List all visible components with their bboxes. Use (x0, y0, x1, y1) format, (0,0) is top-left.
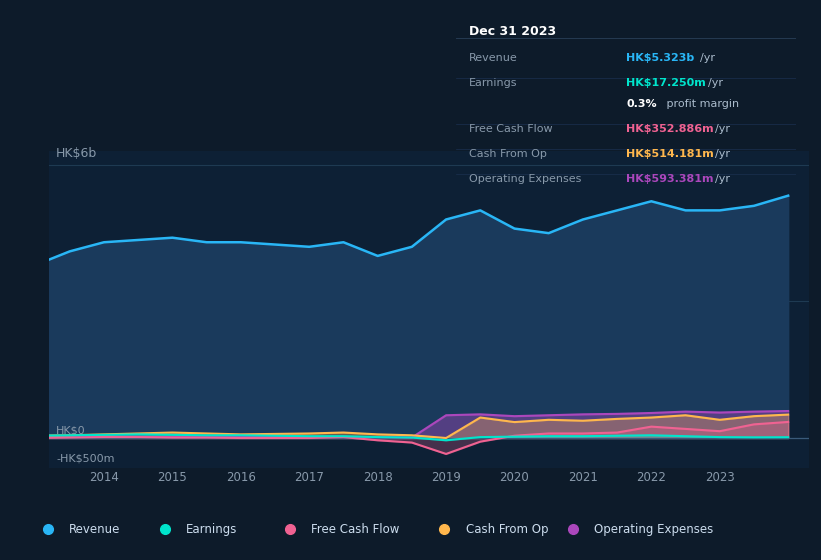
Text: Operating Expenses: Operating Expenses (594, 522, 713, 536)
Text: /yr: /yr (700, 53, 715, 63)
Text: Free Cash Flow: Free Cash Flow (311, 522, 399, 536)
Text: HK$593.381m: HK$593.381m (626, 174, 713, 184)
Text: Free Cash Flow: Free Cash Flow (470, 124, 553, 134)
Text: 2021: 2021 (568, 472, 598, 484)
Text: Revenue: Revenue (69, 522, 121, 536)
Text: HK$17.250m: HK$17.250m (626, 78, 706, 88)
Text: Revenue: Revenue (470, 53, 518, 63)
Text: 2014: 2014 (89, 472, 119, 484)
Text: -HK$500m: -HK$500m (56, 453, 115, 463)
Text: Cash From Op: Cash From Op (466, 522, 548, 536)
Text: 2015: 2015 (158, 472, 187, 484)
Text: 2020: 2020 (500, 472, 530, 484)
Text: HK$5.323b: HK$5.323b (626, 53, 695, 63)
Text: HK$6b: HK$6b (56, 147, 98, 160)
Text: HK$514.181m: HK$514.181m (626, 149, 713, 159)
Text: /yr: /yr (715, 149, 731, 159)
Text: 2017: 2017 (294, 472, 324, 484)
Text: Dec 31 2023: Dec 31 2023 (470, 25, 557, 38)
Text: /yr: /yr (708, 78, 722, 88)
Text: Operating Expenses: Operating Expenses (470, 174, 581, 184)
Text: 2018: 2018 (363, 472, 392, 484)
Text: 2019: 2019 (431, 472, 461, 484)
Text: profit margin: profit margin (663, 99, 739, 109)
Text: /yr: /yr (715, 174, 731, 184)
Text: HK$0: HK$0 (56, 426, 85, 436)
Text: 2023: 2023 (705, 472, 735, 484)
Text: Earnings: Earnings (186, 522, 237, 536)
Text: Cash From Op: Cash From Op (470, 149, 547, 159)
Text: 2022: 2022 (636, 472, 667, 484)
Text: 2016: 2016 (226, 472, 256, 484)
Text: HK$352.886m: HK$352.886m (626, 124, 713, 134)
Text: 0.3%: 0.3% (626, 99, 657, 109)
Text: Earnings: Earnings (470, 78, 518, 88)
Text: /yr: /yr (715, 124, 731, 134)
